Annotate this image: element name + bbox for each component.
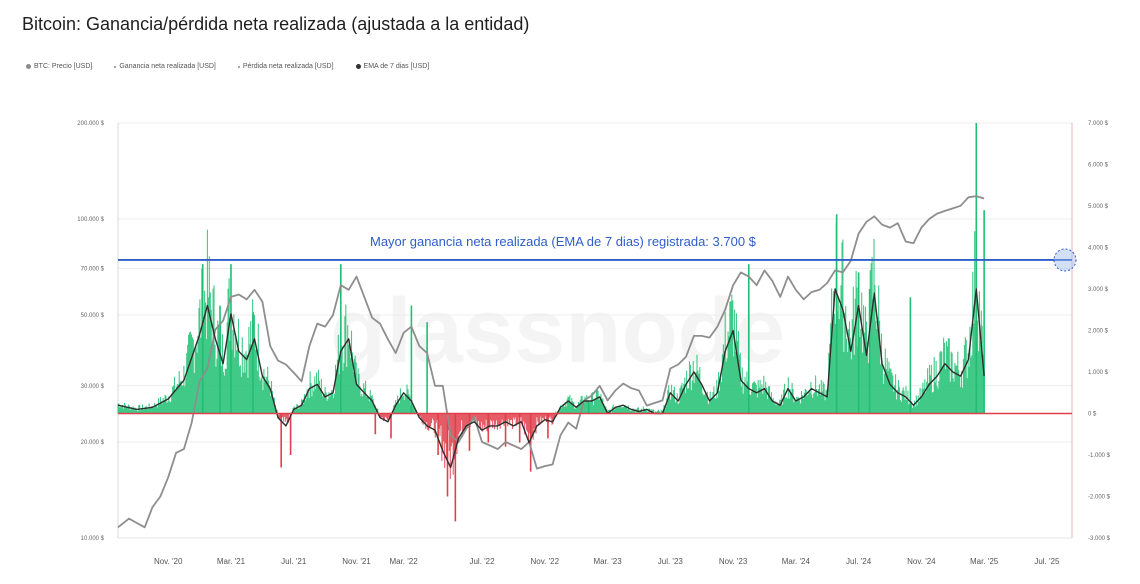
legend-item[interactable]: Ganancia neta realizada [USD]	[114, 63, 216, 70]
y-right-tick-label: 6.000 $	[1088, 163, 1109, 169]
watermark-text: glassnode	[330, 280, 785, 382]
y-left-tick-label: 10.000 $	[81, 536, 105, 542]
x-tick-label: Jul. '25	[1034, 557, 1060, 566]
legend-marker-icon	[355, 64, 361, 69]
y-left-tick-label: 30.000 $	[81, 384, 105, 390]
y-left-tick-label: 20.000 $	[81, 440, 105, 446]
x-tick-label: Jul. '22	[469, 557, 495, 566]
y-right-tick-label: 4.000 $	[1088, 246, 1109, 252]
y-right-tick-label: 5.000 $	[1088, 204, 1109, 210]
ema-series	[117, 288, 985, 469]
x-tick-label: Nov. '21	[342, 557, 371, 566]
legend-marker-icon	[114, 65, 117, 68]
legend-label: EMA de 7 dias [USD]	[363, 63, 430, 70]
x-tick-label: Nov. '22	[531, 557, 560, 566]
loss-area	[277, 413, 559, 522]
y-right-tick-label: 1.000 $	[1088, 370, 1109, 376]
x-tick-label: Nov. '23	[719, 557, 748, 566]
ema-line	[117, 288, 985, 469]
y-right-tick-label: 2.000 $	[1088, 329, 1109, 335]
x-tick-label: Jul. '21	[281, 557, 307, 566]
ath-marker-circle	[1053, 248, 1077, 272]
y-right-tick-label: -3.000 $	[1088, 536, 1111, 542]
legend-item[interactable]: EMA de 7 dias [USD]	[355, 63, 430, 70]
reference-lines: Mayor ganancia neta realizada (EMA de 7 …	[118, 234, 1077, 415]
legend-label: Ganancia neta realizada [USD]	[119, 63, 216, 70]
y-right-tick-label: -1.000 $	[1088, 453, 1111, 459]
chart-legend: BTC: Precio [USD] Ganancia neta realizada…	[26, 63, 451, 70]
y-left-tick-label: 100.000 $	[77, 217, 104, 223]
y-right-tick-label: 7.000 $	[1088, 121, 1109, 127]
x-tick-label: Jul. '24	[846, 557, 872, 566]
x-tick-label: Mar. '21	[217, 557, 246, 566]
annotation-text: Mayor ganancia neta realizada (EMA de 7 …	[370, 234, 757, 249]
y-left-tick-label: 50.000 $	[81, 313, 105, 319]
legend-item[interactable]: BTC: Precio [USD]	[26, 63, 92, 70]
chart-title: Bitcoin: Ganancia/pérdida neta realizada…	[22, 14, 530, 34]
price-line	[117, 195, 985, 529]
x-tick-label: Mar. '22	[389, 557, 418, 566]
legend-marker-icon	[237, 65, 240, 68]
y-right-tick-label: 3.000 $	[1088, 287, 1109, 293]
x-tick-label: Jul. '23	[658, 557, 684, 566]
profit-area	[117, 123, 985, 414]
x-tick-label: Nov. '20	[154, 557, 183, 566]
x-tick-label: Mar. '25	[970, 557, 999, 566]
x-tick-label: Nov. '24	[907, 557, 936, 566]
profit-area-bars	[117, 222, 984, 414]
price-series	[117, 195, 985, 529]
legend-label: Pérdida neta realizada [USD]	[242, 63, 334, 70]
y-left-tick-label: 200.000 $	[77, 121, 104, 127]
axes	[117, 123, 1073, 539]
legend-marker-icon	[26, 64, 31, 69]
x-tick-label: Mar. '24	[782, 557, 811, 566]
tick-labels: 10.000 $ 20.000 $ 30.000 $ 50.000 $ 70.000 $…	[77, 121, 1110, 566]
x-tick-label: Mar. '23	[593, 557, 622, 566]
legend-item[interactable]: Pérdida neta realizada [USD]	[237, 63, 334, 70]
legend-label: BTC: Precio [USD]	[34, 63, 93, 70]
y-left-tick-label: 70.000 $	[81, 266, 105, 272]
y-right-tick-label: -2.000 $	[1088, 495, 1111, 501]
y-right-tick-label: 0 $	[1088, 412, 1097, 418]
